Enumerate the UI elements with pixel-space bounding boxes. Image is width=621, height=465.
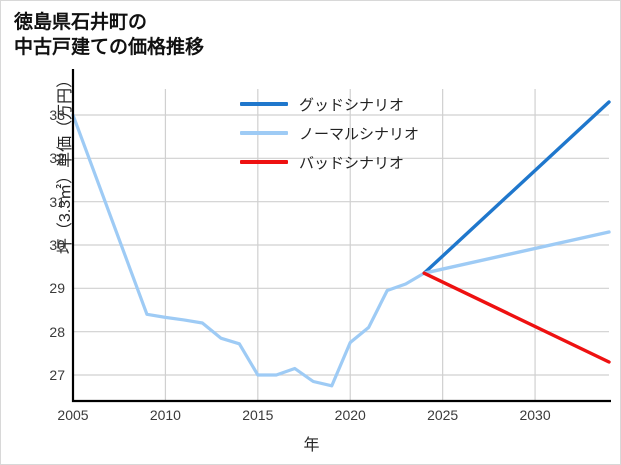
x-tick-label: 2010 (149, 407, 181, 423)
y-tick-label: 29 (49, 280, 65, 297)
x-tick-label: 2030 (519, 407, 551, 423)
legend-swatch-icon (240, 131, 288, 135)
legend-label: バッドシナリオ (299, 154, 405, 172)
y-tick-label: 28 (49, 323, 65, 340)
x-tick-label: 2005 (57, 407, 89, 423)
legend-label: グッドシナリオ (299, 96, 405, 114)
y-tick-label: 33 (49, 107, 65, 123)
series-line-forecast (422, 271, 611, 364)
legend-item-3[interactable]: バッドシナリオ (240, 152, 404, 172)
x-axis-label: 年 (303, 437, 320, 454)
legend-swatch-icon (240, 102, 288, 106)
axis-spine (71, 69, 611, 403)
legend-label: ノーマルシナリオ (299, 125, 420, 143)
series-line-historical (71, 113, 426, 388)
legend-item-1[interactable]: グッドシナリオ (240, 94, 404, 114)
y-tick-label: 30 (49, 237, 65, 253)
series-line-forecast (422, 100, 611, 275)
x-tick-label: 2025 (427, 407, 459, 423)
legend-swatch-icon (240, 160, 288, 164)
x-tick-label: 2020 (334, 407, 366, 423)
y-tick-label: 31 (49, 193, 65, 210)
y-tick-label: 32 (49, 150, 65, 167)
series-line-forecast (422, 230, 611, 275)
y-tick-label: 27 (49, 367, 65, 383)
x-tick-label: 2015 (242, 407, 274, 423)
page-title: 徳島県石井町の 中古戸建ての価格推移 (14, 12, 205, 59)
legend-item-2[interactable]: ノーマルシナリオ (240, 123, 419, 143)
